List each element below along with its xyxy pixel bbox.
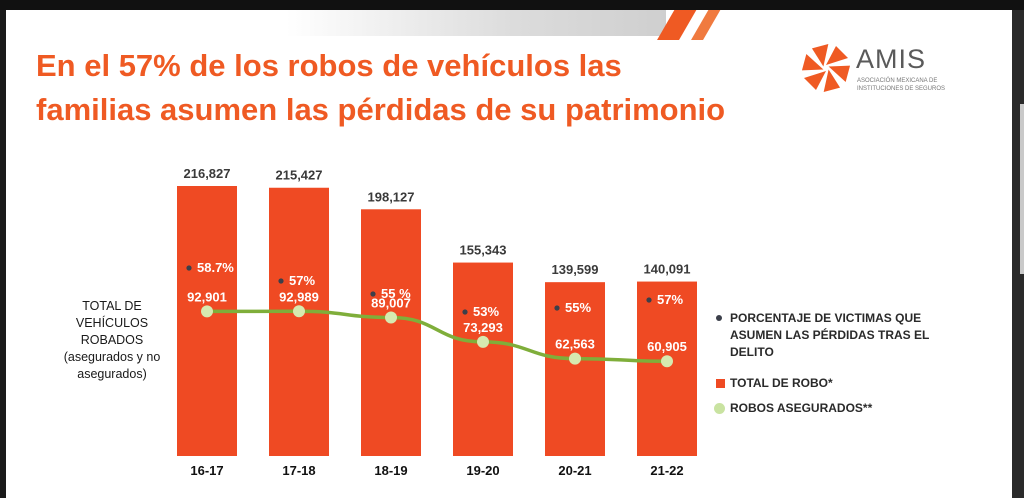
x-tick-label: 20-21 <box>558 463 591 478</box>
y-axis-label: TOTAL DE VEHÍCULOS ROBADOS (asegurados y… <box>52 298 172 383</box>
logo-wedge <box>801 53 824 71</box>
x-tick-label: 16-17 <box>190 463 223 478</box>
percent-bullet-icon <box>278 278 284 284</box>
bars-layer <box>177 186 697 456</box>
legend-insured-label: ROBOS ASEGURADOS** <box>730 401 873 415</box>
y-axis-label-line: TOTAL DE <box>82 299 142 313</box>
stolen-vehicles-chart: 216,827 16-17 215,427 17-18 198,127 18-19 155,… <box>177 166 697 478</box>
legend-circle-icon <box>714 403 725 414</box>
logo-wedge <box>823 69 841 93</box>
y-axis-label-line: (asegurados y no <box>63 350 161 364</box>
insured-series-line <box>206 309 668 363</box>
total-bar <box>637 281 697 456</box>
percent-label: 57% <box>289 273 315 288</box>
total-value-label: 140,091 <box>644 262 691 277</box>
slide-title-line: En el 57% de los robos de vehículos las <box>36 48 622 83</box>
logo-subtitle-line: INSTITUCIONES DE SEGUROS <box>857 86 946 92</box>
total-value-label: 155,343 <box>460 243 507 258</box>
percent-bullet-icon <box>554 305 560 311</box>
insured-value-label: 92,901 <box>187 289 227 304</box>
logo-subtitle-line: ASOCIACIÓN MEXICANA DE <box>857 78 938 84</box>
logo-wedge <box>811 43 829 67</box>
insured-point <box>569 352 581 365</box>
legend-dot-icon <box>716 315 722 321</box>
y-axis-label-line: ROBADOS <box>80 333 144 347</box>
labels-layer: 216,827 16-17 215,427 17-18 198,127 18-19 155,… <box>184 166 691 478</box>
insured-point <box>661 355 673 368</box>
insured-point <box>385 311 397 324</box>
x-tick-label: 19-20 <box>466 463 499 478</box>
insured-point <box>477 335 489 348</box>
legend-percent-line: PORCENTAJE DE VICTIMAS QUE <box>730 311 922 325</box>
logo-wedge <box>828 65 851 83</box>
x-tick-label: 21-22 <box>650 463 683 478</box>
total-value-label: 139,599 <box>552 262 599 277</box>
insured-value-label: 89,007 <box>371 295 411 310</box>
slide-title: En el 57% de los robos de vehículos las … <box>36 44 796 132</box>
logo-wedge <box>804 71 826 90</box>
total-bar <box>361 209 421 456</box>
legend-total-label: TOTAL DE ROBO* <box>730 376 833 390</box>
insured-value-label: 62,563 <box>555 337 595 352</box>
insured-line-layer <box>201 305 673 368</box>
insured-value-label: 73,293 <box>463 320 503 335</box>
percent-label: 53% <box>473 304 499 319</box>
total-value-label: 215,427 <box>276 168 323 183</box>
chart-legend: PORCENTAJE DE VICTIMAS QUE ASUMEN LAS PÉ… <box>714 310 974 425</box>
total-value-label: 216,827 <box>184 166 231 181</box>
percent-label: 58.7% <box>197 260 234 275</box>
percent-label: 57% <box>657 292 683 307</box>
logo-name: AMIS <box>856 44 927 74</box>
window-top-bar <box>0 0 1024 10</box>
percent-bullet-icon <box>646 297 652 303</box>
y-axis-label-line: VEHÍCULOS <box>75 316 149 330</box>
window-edge-marker <box>1020 104 1024 274</box>
logo-subtitle: ASOCIACIÓN MEXICANA DE INSTITUCIONES DE … <box>857 77 945 93</box>
x-tick-label: 18-19 <box>374 463 407 478</box>
total-bar <box>453 262 513 456</box>
total-bar <box>269 187 329 456</box>
insured-point <box>293 305 305 318</box>
amis-logo-icon <box>801 43 851 93</box>
legend-square-icon <box>716 379 725 388</box>
insured-point <box>201 305 213 318</box>
legend-percent-line: ASUMEN LAS PÉRDIDAS TRAS EL <box>730 328 930 342</box>
insured-value-label: 60,905 <box>647 339 687 354</box>
header-decoration-band <box>286 10 666 36</box>
logo-wedge <box>826 46 848 65</box>
percent-bullet-icon <box>370 291 376 297</box>
legend-item-total: TOTAL DE ROBO* <box>714 375 974 392</box>
percent-label: 55 % <box>381 286 411 301</box>
percent-bullet-icon <box>186 265 192 271</box>
percent-bullet-icon <box>462 309 468 315</box>
total-value-label: 198,127 <box>368 189 415 204</box>
y-axis-label-line: asegurados) <box>77 367 147 381</box>
legend-item-insured: ROBOS ASEGURADOS** <box>714 400 974 417</box>
presentation-slide: En el 57% de los robos de vehículos las … <box>6 10 1012 498</box>
legend-percent-line: DELITO <box>730 345 774 359</box>
total-bar <box>545 282 605 456</box>
x-tick-label: 17-18 <box>282 463 315 478</box>
insured-value-label: 92,989 <box>279 289 319 304</box>
total-bar <box>177 186 237 456</box>
slide-title-line: familias asumen las pérdidas de su patri… <box>36 92 726 127</box>
amis-logo: AMIS ASOCIACIÓN MEXICANA DE INSTITUCIONE… <box>798 40 998 100</box>
legend-item-percent: PORCENTAJE DE VICTIMAS QUE ASUMEN LAS PÉ… <box>714 310 974 361</box>
percent-label: 55% <box>565 300 591 315</box>
